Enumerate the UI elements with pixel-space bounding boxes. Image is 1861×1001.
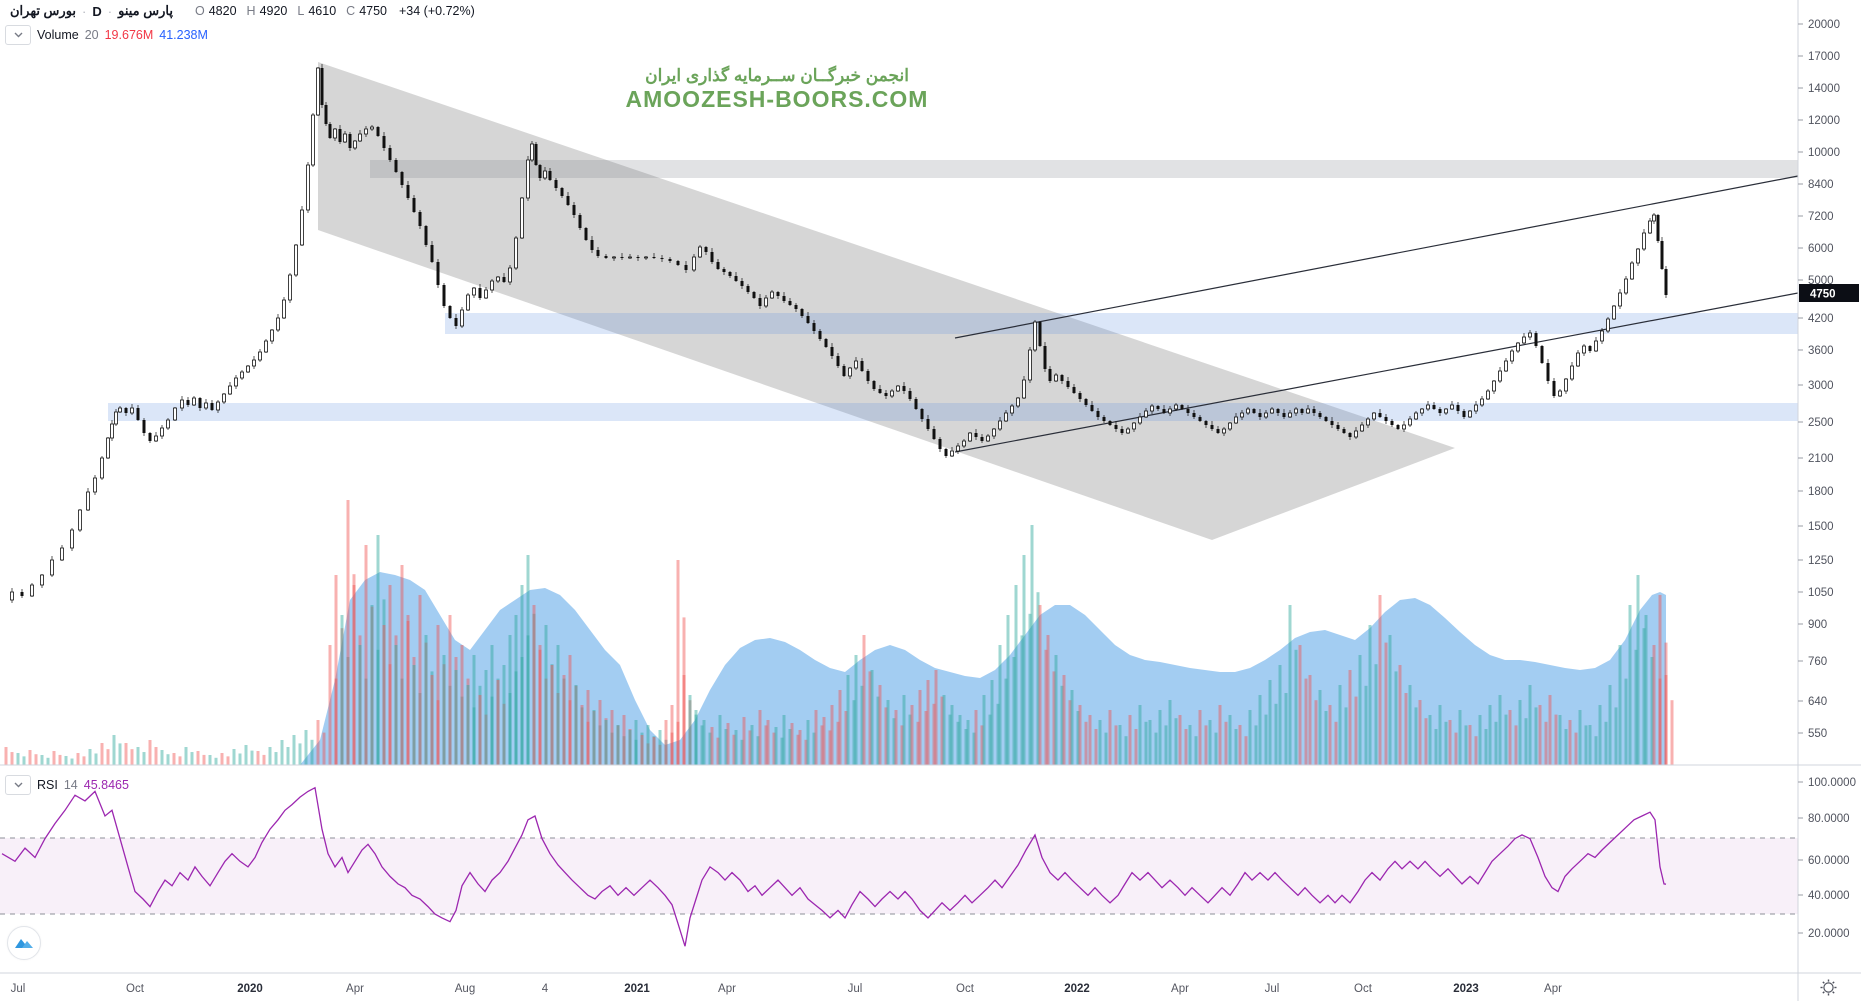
svg-text:1800: 1800	[1808, 486, 1834, 498]
volume-value-blue: 41.238M	[159, 28, 208, 42]
separator-dot: ·	[107, 3, 113, 19]
rsi-length: 14	[63, 778, 78, 792]
svg-text:760: 760	[1808, 656, 1827, 668]
svg-text:4200: 4200	[1808, 313, 1834, 325]
rsi-axis[interactable]: 100.0000 80.0000 60.0000 40.0000 20.0000	[1798, 777, 1856, 940]
svg-text:550: 550	[1808, 728, 1827, 740]
chevron-down-icon	[14, 32, 22, 38]
chart-drawings	[108, 62, 1798, 540]
rsi-line[interactable]	[1, 786, 1667, 947]
svg-text:640: 640	[1808, 696, 1827, 708]
svg-text:14000: 14000	[1808, 83, 1840, 95]
blue-support-band-1[interactable]	[445, 313, 1798, 334]
svg-text:Apr: Apr	[346, 983, 364, 995]
svg-text:2500: 2500	[1808, 417, 1834, 429]
svg-text:900: 900	[1808, 619, 1827, 631]
svg-text:7200: 7200	[1808, 211, 1834, 223]
rsi-pane	[0, 786, 1798, 947]
svg-text:Oct: Oct	[956, 983, 975, 995]
interval-label: D	[92, 3, 102, 19]
svg-text:Apr: Apr	[718, 983, 736, 995]
rsi-dropdown-button[interactable]	[5, 775, 31, 795]
svg-text:Apr: Apr	[1171, 983, 1189, 995]
trend-lines[interactable]	[954, 175, 1799, 453]
svg-text:8400: 8400	[1808, 179, 1834, 191]
volume-legend: Volume 20 19.676M 41.238M	[5, 25, 208, 45]
current-price-badge	[1799, 284, 1859, 302]
svg-text:2020: 2020	[237, 983, 263, 995]
symbol-name: پارس مینو	[118, 3, 173, 18]
gear-icon	[1820, 979, 1836, 995]
volume-ma-area	[300, 572, 1666, 765]
rsi-indicator-name: RSI	[37, 778, 58, 792]
svg-text:1050: 1050	[1808, 587, 1834, 599]
svg-text:12000: 12000	[1808, 115, 1840, 127]
svg-text:17000: 17000	[1808, 51, 1840, 63]
svg-text:Apr: Apr	[1544, 983, 1562, 995]
svg-text:3000: 3000	[1808, 380, 1834, 392]
svg-text:100.0000: 100.0000	[1808, 777, 1856, 789]
svg-text:20000: 20000	[1808, 19, 1840, 31]
low-label: L	[297, 4, 305, 18]
svg-text:10000: 10000	[1808, 147, 1840, 159]
rsi-legend: RSI 14 45.8465	[5, 775, 129, 795]
change-value: +34 (+0.72%)	[399, 4, 475, 18]
low-value: 4610	[308, 4, 337, 18]
close-value: 4750	[359, 4, 387, 18]
svg-text:60.0000: 60.0000	[1808, 855, 1850, 867]
current-price-value: 4750	[1810, 289, 1836, 301]
descending-channel[interactable]	[318, 62, 1455, 540]
svg-text:20.0000: 20.0000	[1808, 928, 1850, 940]
svg-text:Jul: Jul	[11, 983, 26, 995]
volume-dropdown-button[interactable]	[5, 25, 31, 45]
svg-text:80.0000: 80.0000	[1808, 813, 1850, 825]
svg-text:1500: 1500	[1808, 521, 1834, 533]
volume-value-red: 19.676M	[104, 28, 154, 42]
gray-resistance-band[interactable]	[370, 160, 1798, 178]
svg-text:4: 4	[542, 983, 549, 995]
svg-text:Oct: Oct	[126, 983, 145, 995]
volume-bars	[4, 500, 1674, 765]
svg-text:3600: 3600	[1808, 345, 1834, 357]
rsi-value: 45.8465	[83, 778, 129, 792]
blue-support-band-2[interactable]	[108, 403, 1798, 421]
symbol-legend[interactable]: بورس تهران · D · پارس مینو O 4820 H 4920 L…	[10, 3, 475, 19]
svg-text:2023: 2023	[1453, 983, 1479, 995]
svg-text:2022: 2022	[1064, 983, 1090, 995]
svg-text:Jul: Jul	[1265, 983, 1280, 995]
volume-indicator-name: Volume	[37, 28, 79, 42]
close-label: C	[346, 4, 356, 18]
chevron-down-icon	[14, 782, 22, 788]
open-value: 4820	[208, 4, 237, 18]
volume-length: 20	[84, 28, 99, 42]
open-label: O	[195, 4, 205, 18]
time-axis[interactable]: Jul Oct 2020 Apr Aug 4 2021 Apr Jul Oct 2022 Apr Jul…	[11, 983, 1562, 995]
svg-text:1250: 1250	[1808, 555, 1834, 567]
svg-text:40.0000: 40.0000	[1808, 890, 1850, 902]
svg-text:Aug: Aug	[455, 983, 475, 995]
svg-text:Jul: Jul	[848, 983, 863, 995]
exchange-name: بورس تهران	[10, 3, 77, 18]
svg-text:6000: 6000	[1808, 243, 1834, 255]
axis-settings-button[interactable]	[1816, 975, 1840, 999]
price-axis[interactable]: 2000017000140001200010000840072006000500…	[1798, 19, 1859, 740]
svg-text:2100: 2100	[1808, 453, 1834, 465]
candlestick-series	[10, 64, 1668, 603]
svg-text:Oct: Oct	[1354, 983, 1373, 995]
separator-dot: ·	[82, 3, 87, 19]
ohlc-values: O 4820 H 4920 L 4610 C 4750 +34 (+0.72%)	[189, 4, 475, 18]
mountain-logo-icon	[15, 939, 33, 948]
broker-logo[interactable]	[7, 926, 41, 960]
svg-text:2021: 2021	[624, 983, 650, 995]
high-value: 4920	[259, 4, 288, 18]
high-label: H	[246, 4, 256, 18]
